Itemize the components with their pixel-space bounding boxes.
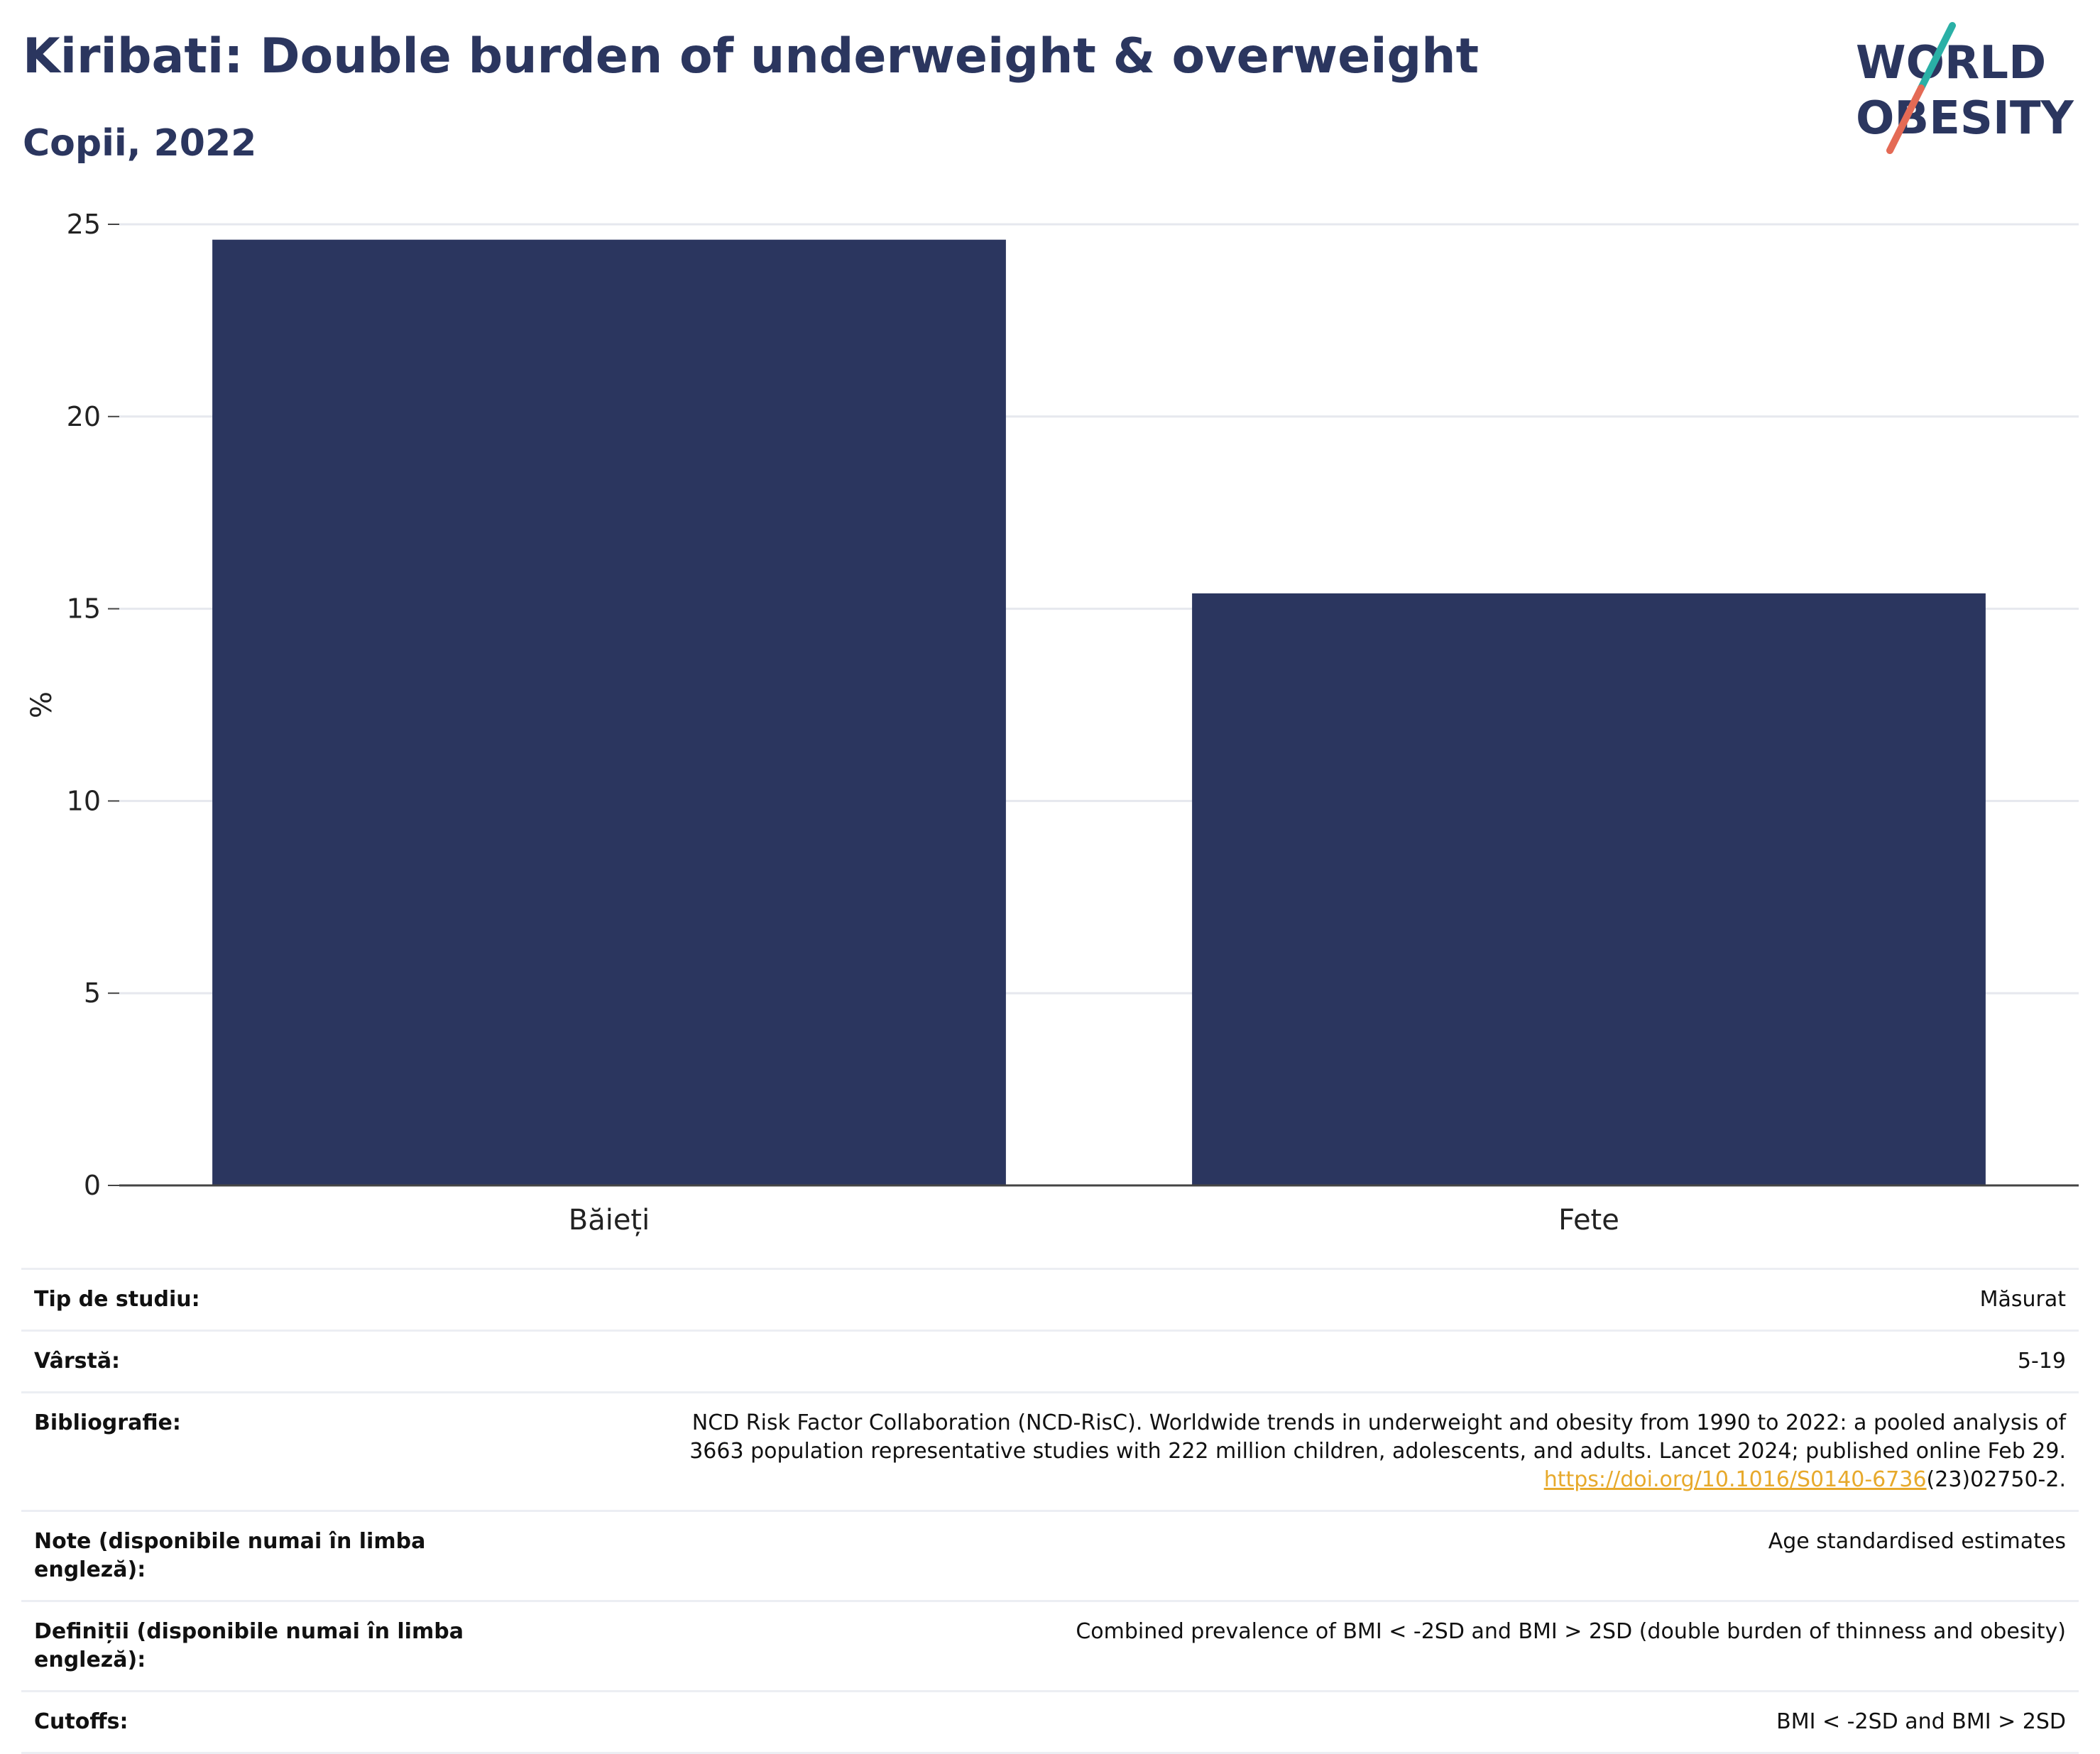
info-value: Age standardised estimates — [1768, 1529, 2066, 1554]
y-tick-label: 5 — [84, 977, 101, 1009]
chart-title: Kiribati: Double burden of underweight &… — [23, 28, 1480, 84]
bars — [212, 239, 1986, 1185]
y-tick-label: 15 — [67, 593, 101, 625]
info-key: Bibliografie: — [34, 1410, 181, 1435]
x-tick-label: Băieți — [569, 1204, 650, 1237]
world-obesity-logo: WORLD OBESITY — [1846, 20, 2087, 155]
info-key: Definiții (disponibile numai în limba en… — [34, 1619, 464, 1672]
info-row-cutoffs: Cutoffs: BMI < -2SD and BMI > 2SD — [21, 1691, 2079, 1753]
logo-line-obesity: OBESITY — [1856, 92, 2074, 145]
info-row-bibliography: Bibliografie: NCD Risk Factor Collaborat… — [21, 1392, 2079, 1511]
y-tick-label: 10 — [67, 785, 101, 816]
bar-baieti — [212, 239, 1006, 1185]
info-key: Tip de studiu: — [34, 1287, 200, 1312]
bibliography-line-3: https://doi.org/10.1016/S0140-6736(23)02… — [557, 1466, 2066, 1494]
doi-link[interactable]: https://doi.org/10.1016/S0140-6736 — [1543, 1467, 1927, 1492]
info-row-age: Vârstă: 5-19 — [21, 1330, 2079, 1393]
world-obesity-logo-graphic: WORLD OBESITY — [1856, 22, 2074, 154]
info-value: Combined prevalence of BMI < -2SD and BM… — [1076, 1619, 2066, 1644]
chart-subtitle: Copii, 2022 — [23, 122, 257, 165]
doi-suffix: (23)02750-2. — [1926, 1467, 2066, 1492]
y-tick-label: 0 — [84, 1170, 101, 1201]
axes: 0 5 10 15 20 25 Băieți Fete — [67, 209, 2079, 1237]
x-tick-label: Fete — [1558, 1204, 1619, 1237]
info-key: Note (disponibile numai în limba engleză… — [34, 1529, 426, 1582]
bar-fete — [1192, 593, 1986, 1185]
y-axis-label: % — [26, 691, 58, 718]
info-value: BMI < -2SD and BMI > 2SD — [1776, 1709, 2066, 1734]
info-row-study-type: Tip de studiu: Măsurat — [21, 1268, 2079, 1331]
bar-chart: 0 5 10 15 20 25 Băieți Fete % — [26, 209, 2079, 1237]
bar-chart-svg: 0 5 10 15 20 25 Băieți Fete % — [26, 209, 2079, 1237]
info-value-bibliography: NCD Risk Factor Collaboration (NCD-RisC)… — [544, 1393, 2079, 1511]
y-tick-label: 25 — [67, 209, 101, 240]
logo-line-world: WORLD — [1856, 37, 2046, 89]
logo-slash-bottom-icon — [1886, 84, 1925, 154]
bibliography-line-1: NCD Risk Factor Collaboration (NCD-RisC)… — [691, 1410, 2066, 1435]
info-key: Cutoffs: — [34, 1709, 128, 1734]
info-row-definitions: Definiții (disponibile numai în limba en… — [21, 1601, 2079, 1692]
bibliography-line-2: 3663 population representative studies w… — [689, 1439, 2066, 1464]
info-row-notes: Note (disponibile numai în limba engleză… — [21, 1511, 2079, 1601]
info-value: Măsurat — [1979, 1287, 2066, 1312]
info-key: Vârstă: — [34, 1349, 121, 1374]
y-tick-label: 20 — [67, 401, 101, 432]
logo-slash-top-icon — [1918, 22, 1956, 92]
info-value: 5-19 — [2017, 1349, 2066, 1374]
info-table: Tip de studiu: Măsurat Vârstă: 5-19 Bibl… — [21, 1268, 2079, 1754]
